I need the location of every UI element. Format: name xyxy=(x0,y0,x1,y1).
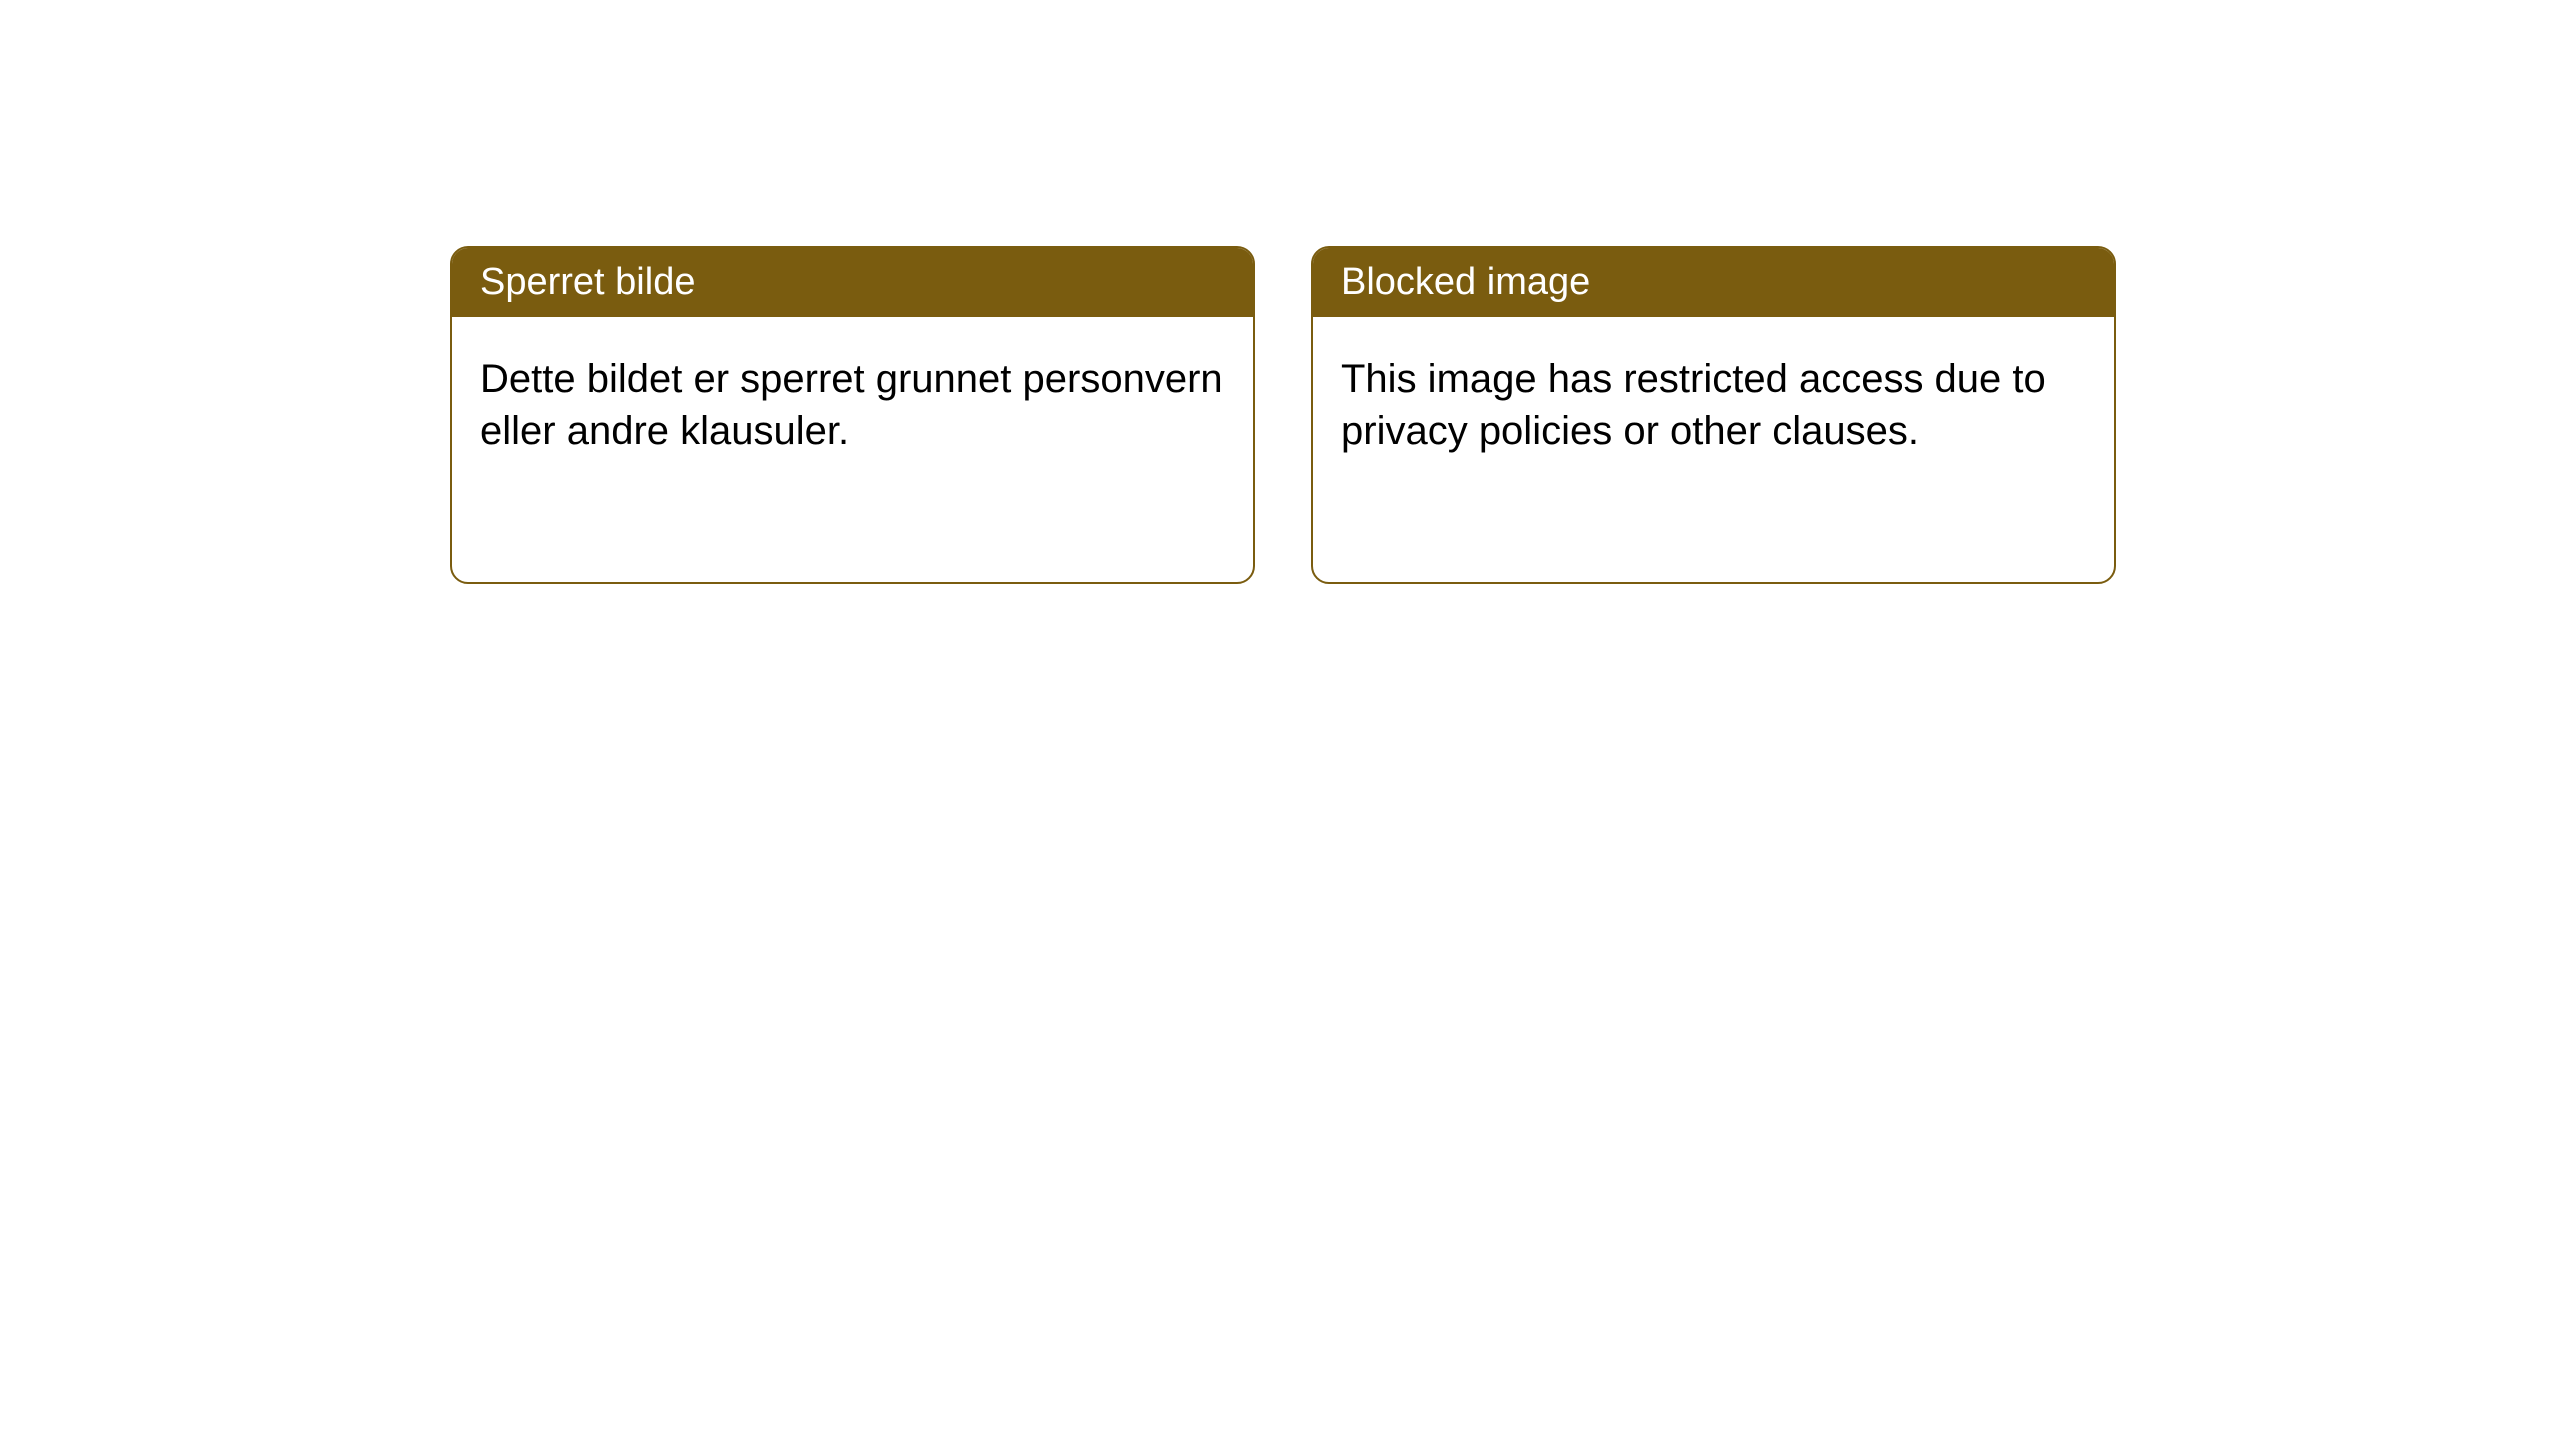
card-body: Dette bildet er sperret grunnet personve… xyxy=(452,317,1253,493)
card-title: Sperret bilde xyxy=(480,261,695,303)
card-body: This image has restricted access due to … xyxy=(1313,317,2114,493)
card-header: Sperret bilde xyxy=(452,248,1253,317)
notice-container: Sperret bilde Dette bildet er sperret gr… xyxy=(450,246,2116,584)
card-header: Blocked image xyxy=(1313,248,2114,317)
card-title: Blocked image xyxy=(1341,261,1590,303)
card-message: This image has restricted access due to … xyxy=(1341,357,2046,453)
blocked-image-card-en: Blocked image This image has restricted … xyxy=(1311,246,2116,584)
blocked-image-card-no: Sperret bilde Dette bildet er sperret gr… xyxy=(450,246,1255,584)
card-message: Dette bildet er sperret grunnet personve… xyxy=(480,357,1223,453)
